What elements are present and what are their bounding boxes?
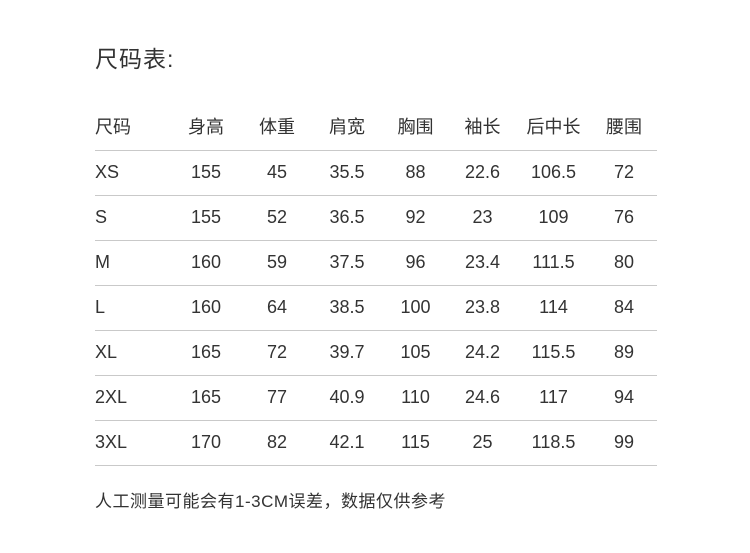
- value-cell: 118.5: [516, 420, 591, 466]
- value-cell: 80: [591, 240, 657, 286]
- value-cell: 64: [242, 285, 312, 331]
- value-cell: 155: [170, 150, 242, 196]
- value-cell: 106.5: [516, 150, 591, 196]
- size-cell: 3XL: [95, 420, 170, 466]
- value-cell: 99: [591, 420, 657, 466]
- value-cell: 24.6: [449, 375, 516, 421]
- table-row-s: S 155 52 36.5 92 23 109 76: [95, 195, 657, 241]
- value-cell: 155: [170, 195, 242, 241]
- value-cell: 92: [382, 195, 449, 241]
- column-header-weight: 体重: [242, 110, 312, 151]
- value-cell: 114: [516, 285, 591, 331]
- page-title: 尺码表:: [95, 46, 175, 72]
- table-row-2xl: 2XL 165 77 40.9 110 24.6 117 94: [95, 375, 657, 421]
- disclaimer-note: 人工测量可能会有1-3CM误差，数据仅供参考: [95, 491, 447, 511]
- value-cell: 110: [382, 375, 449, 421]
- table-row-xs: XS 155 45 35.5 88 22.6 106.5 72: [95, 150, 657, 196]
- column-header-chest: 胸围: [382, 110, 449, 151]
- value-cell: 96: [382, 240, 449, 286]
- value-cell: 160: [170, 285, 242, 331]
- size-cell: XL: [95, 330, 170, 376]
- value-cell: 165: [170, 375, 242, 421]
- table-row-xl: XL 165 72 39.7 105 24.2 115.5 89: [95, 330, 657, 376]
- value-cell: 115.5: [516, 330, 591, 376]
- value-cell: 105: [382, 330, 449, 376]
- table-row-3xl: 3XL 170 82 42.1 115 25 118.5 99: [95, 420, 657, 466]
- value-cell: 39.7: [312, 330, 382, 376]
- size-cell: 2XL: [95, 375, 170, 421]
- value-cell: 23.4: [449, 240, 516, 286]
- value-cell: 160: [170, 240, 242, 286]
- value-cell: 115: [382, 420, 449, 466]
- value-cell: 89: [591, 330, 657, 376]
- value-cell: 23: [449, 195, 516, 241]
- size-cell: M: [95, 240, 170, 286]
- value-cell: 94: [591, 375, 657, 421]
- value-cell: 59: [242, 240, 312, 286]
- column-header-waist: 腰围: [591, 110, 657, 151]
- value-cell: 117: [516, 375, 591, 421]
- value-cell: 38.5: [312, 285, 382, 331]
- column-header-shoulder: 肩宽: [312, 110, 382, 151]
- size-cell: L: [95, 285, 170, 331]
- value-cell: 72: [242, 330, 312, 376]
- table-header-row: 尺码 身高 体重 肩宽 胸围 袖长 后中长 腰围: [95, 110, 657, 151]
- value-cell: 40.9: [312, 375, 382, 421]
- value-cell: 82: [242, 420, 312, 466]
- value-cell: 88: [382, 150, 449, 196]
- value-cell: 170: [170, 420, 242, 466]
- value-cell: 111.5: [516, 240, 591, 286]
- value-cell: 84: [591, 285, 657, 331]
- column-header-size: 尺码: [95, 110, 170, 151]
- value-cell: 77: [242, 375, 312, 421]
- value-cell: 24.2: [449, 330, 516, 376]
- column-header-sleeve: 袖长: [449, 110, 516, 151]
- value-cell: 109: [516, 195, 591, 241]
- value-cell: 72: [591, 150, 657, 196]
- size-chart-section: 尺码表: 尺码 身高 体重 肩宽 胸围 袖长 后中长 腰围 XS 155 45: [95, 46, 657, 511]
- value-cell: 45: [242, 150, 312, 196]
- value-cell: 23.8: [449, 285, 516, 331]
- value-cell: 100: [382, 285, 449, 331]
- value-cell: 37.5: [312, 240, 382, 286]
- value-cell: 25: [449, 420, 516, 466]
- table-row-m: M 160 59 37.5 96 23.4 111.5 80: [95, 240, 657, 286]
- size-cell: S: [95, 195, 170, 241]
- size-table: 尺码 身高 体重 肩宽 胸围 袖长 后中长 腰围 XS 155 45 35.5 …: [95, 110, 657, 466]
- column-header-back-length: 后中长: [516, 110, 591, 151]
- value-cell: 22.6: [449, 150, 516, 196]
- value-cell: 36.5: [312, 195, 382, 241]
- table-row-l: L 160 64 38.5 100 23.8 114 84: [95, 285, 657, 331]
- value-cell: 165: [170, 330, 242, 376]
- value-cell: 35.5: [312, 150, 382, 196]
- value-cell: 52: [242, 195, 312, 241]
- size-cell: XS: [95, 150, 170, 196]
- column-header-height: 身高: [170, 110, 242, 151]
- value-cell: 76: [591, 195, 657, 241]
- value-cell: 42.1: [312, 420, 382, 466]
